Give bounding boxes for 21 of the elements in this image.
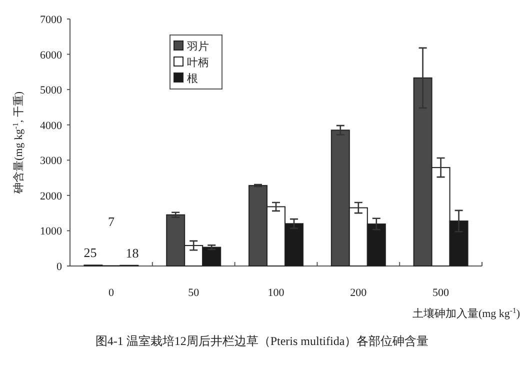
y-tick-label: 2000 xyxy=(40,190,62,202)
y-tick-label: 5000 xyxy=(40,84,62,97)
data-label: 18 xyxy=(126,245,139,260)
data-label: 25 xyxy=(84,245,97,260)
legend-label: 羽片 xyxy=(187,40,209,53)
y-tick-label: 0 xyxy=(56,261,62,273)
y-tick-label: 1000 xyxy=(40,226,62,238)
legend-label: 根 xyxy=(187,73,198,85)
y-tick-label: 7000 xyxy=(40,14,62,26)
y-tick-label: 6000 xyxy=(40,49,62,62)
y-tick-label: 4000 xyxy=(40,120,62,132)
x-tick-label: 50 xyxy=(188,287,200,299)
text: 图4-1 温室栽培12周后井栏边草（Pteris multifida）各部位砷含量 xyxy=(95,334,429,348)
x-tick-label: 100 xyxy=(268,287,285,299)
x-tick-label: 200 xyxy=(350,287,368,299)
data-label: 7 xyxy=(108,214,115,229)
y-tick-label: 3000 xyxy=(40,155,62,168)
legend-label: 叶柄 xyxy=(187,56,209,69)
x-tick-label: 0 xyxy=(108,287,114,299)
x-tick-label: 500 xyxy=(432,287,450,299)
x-axis-title: 土壤砷加入量(mg kg$^{-1}$) xyxy=(412,306,520,320)
